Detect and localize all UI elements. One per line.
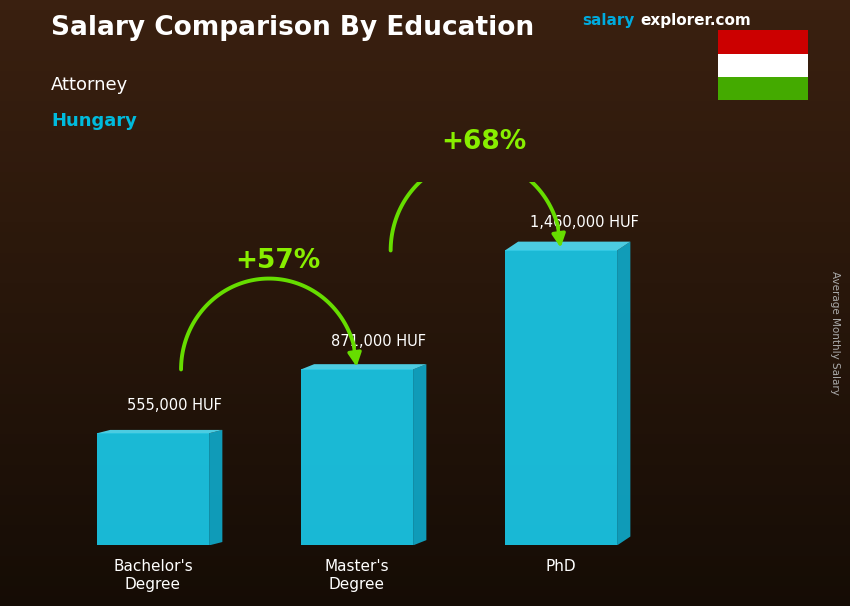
Text: 871,000 HUF: 871,000 HUF [332,335,427,350]
Text: Attorney: Attorney [51,76,128,94]
Text: 1,460,000 HUF: 1,460,000 HUF [530,216,639,230]
Polygon shape [505,242,631,250]
Polygon shape [413,364,427,545]
Text: Average Monthly Salary: Average Monthly Salary [830,271,840,395]
Polygon shape [209,430,223,545]
Polygon shape [617,242,631,545]
Polygon shape [97,430,223,433]
Bar [301,370,413,545]
Text: 555,000 HUF: 555,000 HUF [128,398,223,413]
Bar [97,433,209,545]
Text: salary: salary [582,13,635,28]
Text: Hungary: Hungary [51,112,137,130]
Bar [718,30,808,53]
Text: +57%: +57% [235,248,320,274]
Bar [718,53,808,77]
Text: Salary Comparison By Education: Salary Comparison By Education [51,15,534,41]
Bar [718,77,808,100]
Text: +68%: +68% [442,129,527,155]
Bar [505,250,617,545]
Polygon shape [301,364,427,370]
Text: explorer.com: explorer.com [640,13,751,28]
